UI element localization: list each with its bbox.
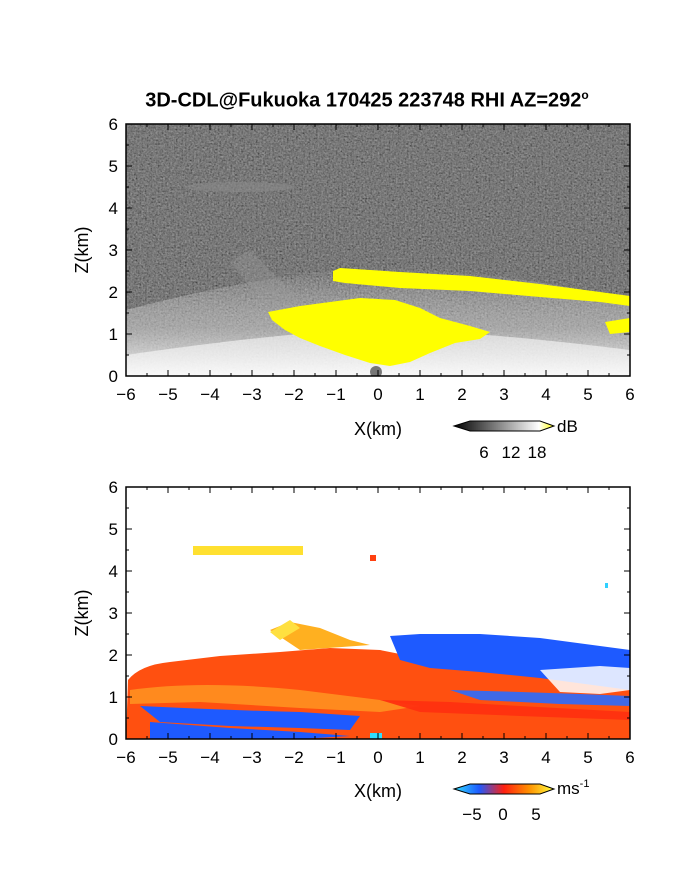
reflectivity-ytick-label: 4 (109, 199, 118, 218)
reflectivity-ytick-label: 2 (109, 283, 118, 302)
reflectivity-xtick-label: 4 (541, 385, 550, 404)
reflectivity-xtick-label: −3 (242, 385, 261, 404)
velocity-xtick-label: 6 (625, 748, 634, 767)
reflectivity-xtick-label: −5 (158, 385, 177, 404)
velocity-ylabel: Z(km) (72, 590, 92, 637)
velocity-ytick-label: 6 (109, 478, 118, 497)
reflectivity-xtick-label: 1 (415, 385, 424, 404)
reflectivity-ylabel: Z(km) (72, 227, 92, 274)
title-text: 3D-CDL@Fukuoka 170425 223748 RHI AZ=292 (145, 89, 582, 112)
velocity-ytick-label: 2 (109, 646, 118, 665)
velocity-xtick-label: −5 (158, 748, 177, 767)
velocity-xtick-label: 0 (373, 748, 382, 767)
velocity-colorbar: ms-1 −5 0 5 (452, 778, 589, 824)
velocity-xtick-label: −3 (242, 748, 261, 767)
reflectivity-ytick-label: 1 (109, 325, 118, 344)
velocity-field (126, 487, 630, 739)
velocity-xtick-label: 2 (457, 748, 466, 767)
velocity-xtick-label: −6 (116, 748, 135, 767)
velocity-panel: −6 −5 −4 −3 −2 −1 0 1 2 3 4 5 6 0 1 2 3 4 5 6 X(km) Z(km) m… (72, 478, 635, 824)
title-degree: o (581, 88, 589, 102)
chart-title: 3D-CDL@Fukuoka 170425 223748 RHI AZ=292o (0, 88, 680, 113)
reflectivity-cb-tick-18: 18 (528, 443, 547, 462)
velocity-ytick-label: 1 (109, 688, 118, 707)
velocity-ticks: −6 −5 −4 −3 −2 −1 0 1 2 3 4 5 6 0 1 2 3 4 5 6 (109, 478, 635, 767)
reflectivity-xtick-label: 2 (457, 385, 466, 404)
reflectivity-ticks: −6 −5 −4 −3 −2 −1 0 1 2 3 4 5 6 0 1 2 3 4 5 6 (109, 115, 635, 404)
velocity-xtick-label: 5 (583, 748, 592, 767)
reflectivity-xtick-label: 6 (625, 385, 634, 404)
velocity-xtick-label: −2 (284, 748, 303, 767)
reflectivity-xtick-label: −1 (326, 385, 345, 404)
reflectivity-colorbar: dB 6 12 18 (452, 417, 578, 462)
velocity-ytick-label: 0 (109, 730, 118, 749)
velocity-cb-unit: ms-1 (557, 778, 589, 798)
velocity-cb-unit-sup: -1 (580, 778, 590, 790)
reflectivity-xtick-label: 0 (373, 385, 382, 404)
reflectivity-field (126, 124, 630, 376)
reflectivity-xtick-label: 3 (499, 385, 508, 404)
velocity-xtick-label: −1 (326, 748, 345, 767)
reflectivity-xtick-label: 5 (583, 385, 592, 404)
velocity-xtick-label: −4 (200, 748, 219, 767)
reflectivity-xlabel: X(km) (354, 419, 402, 439)
velocity-xtick-label: 1 (415, 748, 424, 767)
reflectivity-cb-tick-6: 6 (479, 443, 488, 462)
reflectivity-xtick-label: −4 (200, 385, 219, 404)
velocity-ytick-label: 4 (109, 562, 118, 581)
reflectivity-xtick-label: −6 (116, 385, 135, 404)
reflectivity-xtick-label: −2 (284, 385, 303, 404)
velocity-ytick-label: 3 (109, 604, 118, 623)
velocity-xtick-label: 4 (541, 748, 550, 767)
reflectivity-ytick-label: 3 (109, 241, 118, 260)
reflectivity-cb-tick-12: 12 (502, 443, 521, 462)
reflectivity-cb-unit: dB (557, 417, 578, 436)
velocity-xlabel: X(km) (354, 781, 402, 801)
velocity-cb-tick-neg5: −5 (462, 805, 481, 824)
velocity-cb-tick-5: 5 (531, 805, 540, 824)
reflectivity-ytick-label: 6 (109, 115, 118, 134)
reflectivity-ytick-label: 0 (109, 367, 118, 386)
velocity-xtick-label: 3 (499, 748, 508, 767)
velocity-cb-tick-0: 0 (498, 805, 507, 824)
velocity-ytick-label: 5 (109, 520, 118, 539)
velocity-cb-unit-text: ms (557, 779, 580, 798)
reflectivity-ytick-label: 5 (109, 157, 118, 176)
